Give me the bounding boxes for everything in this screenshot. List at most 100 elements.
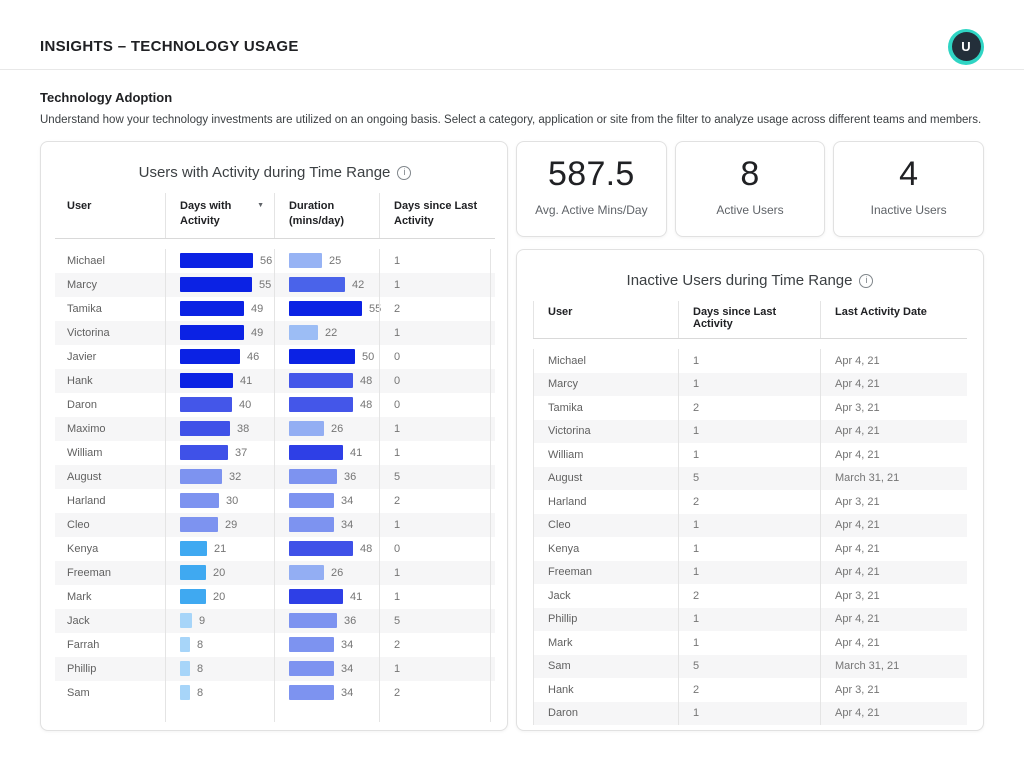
column-guide [55,705,165,722]
duration-value: 34 [341,518,354,531]
user-name-cell: Michael [67,254,105,267]
days-bar [180,565,206,581]
days-value: 49 [251,326,264,339]
days-since-cell: 1 [379,248,491,273]
activity-table-row: Jack 9 36 5 [55,608,495,633]
days-since-cell: 1 [678,349,820,373]
activity-table-row: Farrah 8 34 2 [55,632,495,657]
days-since-cell: 1 [678,631,820,655]
days-with-activity-cell: 41 [165,368,274,393]
duration-cell: 48 [274,368,379,393]
info-icon[interactable]: i [397,165,412,180]
column-header-days-since[interactable]: Days since Last Activity [379,193,495,238]
sort-desc-icon: ▼ [257,202,264,209]
duration-bar [289,277,345,293]
inactive-table-row: Marcy 1 Apr 4, 21 [533,372,967,396]
duration-bar [289,613,337,629]
days-value: 20 [213,566,226,579]
section-heading: Technology Adoption [40,90,173,105]
days-with-activity-cell: 8 [165,680,274,705]
activity-title-text: Users with Activity during Time Range [138,164,391,181]
days-value: 46 [247,350,260,363]
info-icon[interactable]: i [859,273,874,288]
user-name-cell: Cleo [533,513,678,537]
user-name-cell: Mark [533,631,678,655]
days-since-cell: 0 [379,536,491,561]
duration-bar [289,421,324,437]
duration-bar [289,589,343,605]
column-guide [379,704,491,722]
days-bar [180,469,222,485]
duration-value: 34 [341,638,354,651]
activity-table-row: Phillip 8 34 1 [55,656,495,681]
inactive-table-row: Cleo 1 Apr 4, 21 [533,513,967,537]
user-name-cell: Victorina [533,419,678,443]
duration-cell: 34 [274,632,379,657]
last-activity-date-cell: Apr 3, 21 [820,584,967,608]
inactive-table-row: Michael 1 Apr 4, 21 [533,349,967,373]
duration-cell: 26 [274,416,379,441]
last-activity-date-cell: Apr 3, 21 [820,396,967,420]
activity-table-row: Mark 20 41 1 [55,584,495,609]
days-bar [180,517,218,533]
user-name-cell: Phillip [67,662,97,675]
stat-value: 8 [740,155,760,193]
inactive-card-title: Inactive Users during Time Range i [533,272,967,289]
stat-label: Avg. Active Mins/Day [535,203,648,217]
days-with-activity-cell: 38 [165,416,274,441]
days-with-activity-cell: 30 [165,488,274,513]
days-bar [180,589,206,605]
stat-cards: 587.5 Avg. Active Mins/Day 8 Active User… [516,141,985,237]
duration-value: 41 [350,590,363,603]
activity-table-row: August 32 36 5 [55,464,495,489]
activity-table-row: Kenya 21 48 0 [55,536,495,561]
duration-cell: 41 [274,440,379,465]
days-value: 21 [214,542,227,555]
top-bar: INSIGHTS – TECHNOLOGY USAGE U [0,0,1024,70]
activity-table-body: Michael 56 25 1 Marcy 55 42 1 Tamika 49 55 2 Victori… [55,248,495,722]
days-value: 8 [197,638,204,651]
days-with-activity-cell: 32 [165,464,274,489]
column-header-user[interactable]: User [533,301,678,338]
table-column-guides [55,704,495,722]
duration-value: 55 [369,302,382,315]
duration-cell: 41 [274,584,379,609]
days-bar [180,685,190,701]
activity-table-row: Freeman 20 26 1 [55,560,495,585]
inactive-table-row: Victorina 1 Apr 4, 21 [533,419,967,443]
days-bar [180,277,252,293]
duration-bar [289,541,353,557]
column-header-last-activity-date[interactable]: Last Activity Date [820,301,967,338]
duration-cell: 36 [274,608,379,633]
user-name-cell: Tamika [67,302,102,315]
column-header-duration[interactable]: Duration (mins/day) [274,193,379,238]
days-since-cell: 2 [379,488,491,513]
days-value: 20 [213,590,226,603]
days-bar [180,445,228,461]
days-since-cell: 2 [379,296,491,321]
days-since-cell: 1 [678,372,820,396]
duration-cell: 34 [274,512,379,537]
column-header-days-since[interactable]: Days since Last Activity [678,301,820,338]
days-value: 8 [197,662,204,675]
column-header-user[interactable]: User [67,200,92,212]
duration-cell: 34 [274,656,379,681]
duration-bar [289,373,353,389]
days-value: 29 [225,518,238,531]
user-name-cell: Victorina [67,326,110,339]
days-with-activity-cell: 49 [165,320,274,345]
user-name-cell: Sam [533,654,678,678]
activity-table-row: Tamika 49 55 2 [55,296,495,321]
days-value: 8 [197,686,204,699]
days-value: 41 [240,374,253,387]
user-avatar[interactable]: U [948,28,984,65]
column-header-days-with-activity[interactable]: Days with Activity ▼ [165,193,274,238]
days-with-activity-cell: 9 [165,608,274,633]
activity-card: Users with Activity during Time Range i … [40,141,508,731]
user-name-cell: Harland [67,494,106,507]
duration-bar [289,685,334,701]
last-activity-date-cell: Apr 4, 21 [820,349,967,373]
days-value: 40 [239,398,252,411]
duration-bar [289,469,337,485]
days-value: 56 [260,254,273,267]
